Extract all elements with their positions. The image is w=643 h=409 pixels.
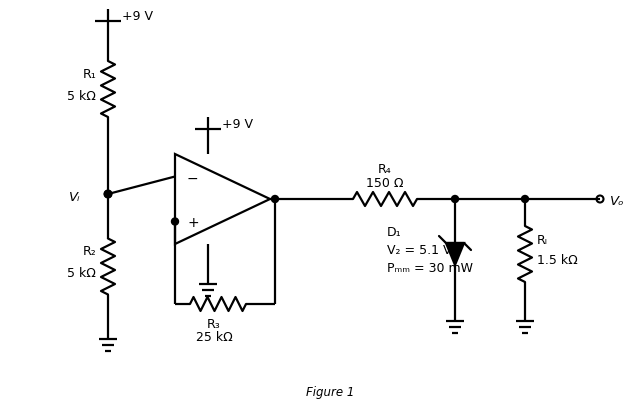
Text: Vₒ: Vₒ xyxy=(610,195,624,208)
Circle shape xyxy=(271,196,278,203)
Text: R₄: R₄ xyxy=(378,163,392,176)
Text: R₁: R₁ xyxy=(82,67,96,80)
Text: 25 kΩ: 25 kΩ xyxy=(195,330,232,343)
Text: 150 Ω: 150 Ω xyxy=(367,177,404,190)
Circle shape xyxy=(451,196,458,203)
Text: +9 V: +9 V xyxy=(122,9,153,22)
Circle shape xyxy=(105,191,111,198)
Text: R₃: R₃ xyxy=(207,317,221,330)
Text: 5 kΩ: 5 kΩ xyxy=(67,266,96,279)
Text: Vᵢ: Vᵢ xyxy=(69,191,80,204)
Circle shape xyxy=(521,196,529,203)
Text: 1.5 kΩ: 1.5 kΩ xyxy=(537,254,578,267)
Text: +: + xyxy=(187,216,199,230)
Text: Figure 1: Figure 1 xyxy=(306,386,354,398)
Text: 5 kΩ: 5 kΩ xyxy=(67,89,96,102)
Text: Pₘₘ = 30 mW: Pₘₘ = 30 mW xyxy=(387,262,473,275)
Text: +9 V: +9 V xyxy=(222,117,253,130)
Text: V₂ = 5.1 V: V₂ = 5.1 V xyxy=(387,244,451,257)
Text: −: − xyxy=(187,171,199,185)
Text: R₂: R₂ xyxy=(82,245,96,257)
Circle shape xyxy=(172,218,179,225)
Polygon shape xyxy=(446,243,464,265)
Text: Rₗ: Rₗ xyxy=(537,234,548,247)
Text: D₁: D₁ xyxy=(387,226,402,239)
